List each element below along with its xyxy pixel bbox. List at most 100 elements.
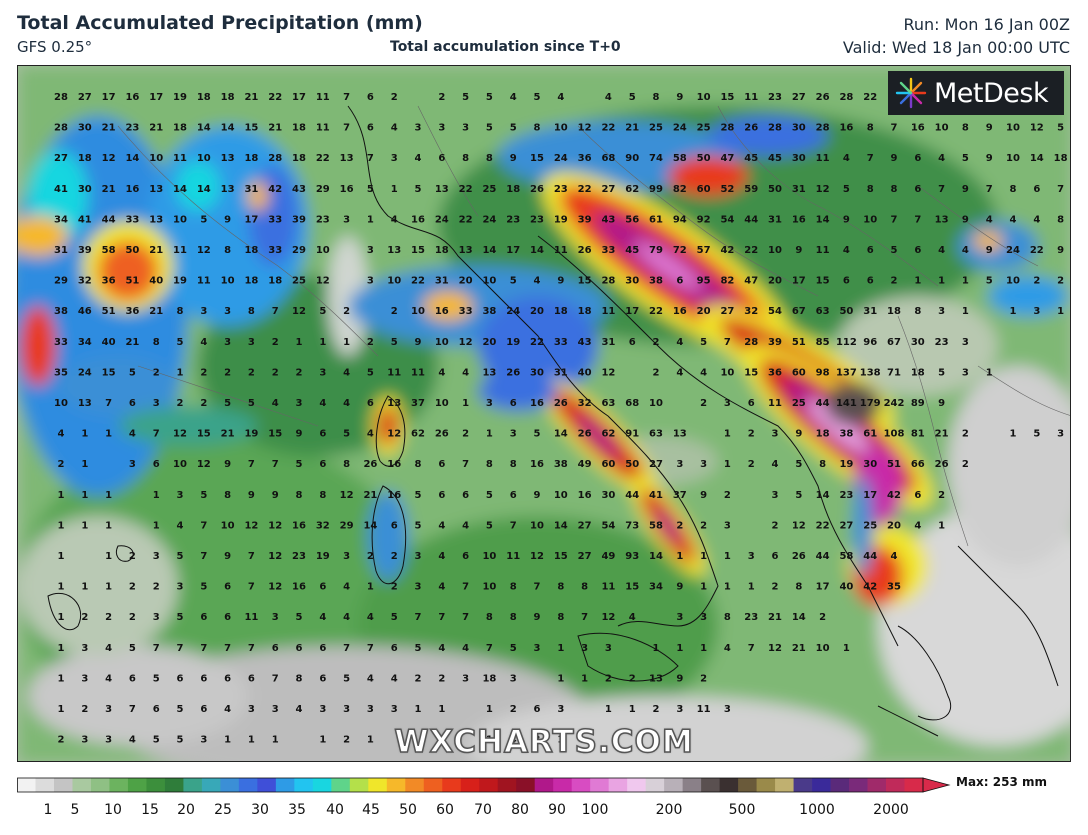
value-label: 3 xyxy=(462,123,469,134)
value-label: 9 xyxy=(272,490,279,501)
value-label: 25 xyxy=(482,184,496,195)
value-label: 5 xyxy=(486,520,493,531)
value-label: 4 xyxy=(462,520,469,531)
colorbar-cell xyxy=(571,778,591,792)
value-label: 10 xyxy=(720,367,734,378)
value-label: 6 xyxy=(772,551,779,562)
value-label: 36 xyxy=(578,153,592,164)
value-label: 3 xyxy=(177,582,184,593)
value-label: 5 xyxy=(795,490,802,501)
value-label: 7 xyxy=(153,429,160,440)
value-label: 3 xyxy=(700,459,707,470)
value-label: 3 xyxy=(962,337,969,348)
value-label: 10 xyxy=(173,459,187,470)
value-label: 8 xyxy=(510,612,517,623)
value-label: 49 xyxy=(578,459,592,470)
value-label: 4 xyxy=(891,551,898,562)
value-label: 36 xyxy=(125,306,139,317)
value-label: 59 xyxy=(744,184,758,195)
value-label: 15 xyxy=(268,429,282,440)
value-label: 1 xyxy=(105,490,112,501)
value-label: 2 xyxy=(296,367,303,378)
value-label: 51 xyxy=(125,276,139,287)
value-label: 3 xyxy=(415,123,422,134)
colorbar-cell xyxy=(719,778,739,792)
value-label: 31 xyxy=(601,337,615,348)
value-label: 18 xyxy=(435,245,449,256)
value-label: 13 xyxy=(387,398,401,409)
value-label: 6 xyxy=(914,153,921,164)
value-label: 4 xyxy=(1010,214,1017,225)
colorbar-tick-label: 10 xyxy=(104,802,122,817)
colorbar-extend-arrow xyxy=(922,777,951,793)
value-label: 25 xyxy=(649,123,663,134)
value-label: 7 xyxy=(367,153,374,164)
value-label: 2 xyxy=(605,673,612,684)
value-label: 30 xyxy=(530,367,544,378)
value-label: 6 xyxy=(867,245,874,256)
value-label: 3 xyxy=(177,490,184,501)
value-label: 6 xyxy=(153,459,160,470)
value-label: 44 xyxy=(744,214,758,225)
value-label: 6 xyxy=(438,153,445,164)
value-label: 22 xyxy=(578,184,592,195)
value-label: 19 xyxy=(506,337,520,348)
value-label: 8 xyxy=(343,459,350,470)
coastlines xyxy=(47,105,1059,737)
colorbar-cell xyxy=(275,778,295,792)
value-label: 1 xyxy=(962,276,969,287)
value-label: 3 xyxy=(700,612,707,623)
value-label: 41 xyxy=(54,184,68,195)
value-label: 23 xyxy=(839,490,853,501)
value-label: 4 xyxy=(200,337,207,348)
value-label: 29 xyxy=(340,520,354,531)
value-label: 5 xyxy=(177,704,184,715)
value-label: 22 xyxy=(268,92,282,103)
value-label: 8 xyxy=(153,337,160,348)
value-label: 5 xyxy=(510,123,517,134)
value-label: 10 xyxy=(197,153,211,164)
value-label: 3 xyxy=(272,612,279,623)
colorbar-cell xyxy=(386,778,406,792)
value-label: 12 xyxy=(601,367,615,378)
value-label: 42 xyxy=(268,184,282,195)
value-label: 5 xyxy=(510,276,517,287)
value-label: 22 xyxy=(459,184,473,195)
value-label: 8 xyxy=(177,306,184,317)
value-label: 39 xyxy=(768,337,782,348)
value-label: 8 xyxy=(248,306,255,317)
colorbar-cell xyxy=(590,778,610,792)
value-label: 37 xyxy=(411,398,425,409)
value-label: 16 xyxy=(340,184,354,195)
colorbar-cell xyxy=(331,778,351,792)
value-label: 11 xyxy=(244,612,258,623)
value-label: 34 xyxy=(78,337,92,348)
value-label: 7 xyxy=(272,673,279,684)
value-label: 27 xyxy=(792,92,806,103)
value-label: 58 xyxy=(839,551,853,562)
value-label: 3 xyxy=(938,306,945,317)
value-label: 40 xyxy=(578,367,592,378)
value-label: 33 xyxy=(268,214,282,225)
value-label: 8 xyxy=(486,153,493,164)
colorbar-cell xyxy=(201,778,221,792)
value-label: 18 xyxy=(221,92,235,103)
value-label: 5 xyxy=(534,429,541,440)
value-label: 29 xyxy=(316,184,330,195)
value-label: 16 xyxy=(435,306,449,317)
value-label: 63 xyxy=(816,306,830,317)
value-label: 16 xyxy=(411,214,425,225)
value-label: 72 xyxy=(673,245,687,256)
value-label: 13 xyxy=(673,429,687,440)
colorbar-cell xyxy=(349,778,369,792)
value-label: 4 xyxy=(510,92,517,103)
value-label: 7 xyxy=(248,643,255,654)
value-label: 5 xyxy=(510,643,517,654)
value-label: 45 xyxy=(768,153,782,164)
value-label: 5 xyxy=(296,459,303,470)
value-label: 62 xyxy=(601,429,615,440)
value-label: 6 xyxy=(153,704,160,715)
value-label: 7 xyxy=(177,643,184,654)
value-label: 1 xyxy=(81,459,88,470)
value-label: 13 xyxy=(459,245,473,256)
